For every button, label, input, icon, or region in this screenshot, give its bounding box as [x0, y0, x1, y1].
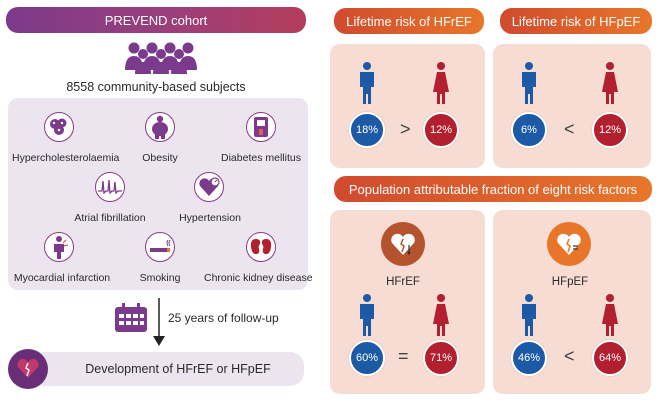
hfpef-lifetime-male-value: 6%: [511, 112, 547, 148]
lifetime-hfref-title: Lifetime risk of HFrEF: [346, 13, 472, 29]
risk-factor-label: Hypercholesterolaemia: [12, 152, 120, 164]
lifetime-hfpef-title: Lifetime risk of HFpEF: [511, 13, 641, 29]
hfref-paf-male-value: 60%: [349, 340, 385, 376]
hfpef-paf-female-value: 64%: [592, 340, 628, 376]
hfpef-lifetime-female-value: 12%: [592, 112, 628, 148]
risk-factor-label: Myocardial infarction: [13, 272, 111, 284]
hfref-lifetime-comparison: >: [400, 119, 411, 139]
risk-factor-label: Atrial fibrillation: [74, 212, 146, 224]
risk-factor-label: Obesity: [142, 152, 178, 164]
hfref-paf-female-value: 71%: [423, 340, 459, 376]
followup-label: 25 years of follow-up: [168, 311, 279, 325]
female-figure-icon: [602, 62, 618, 104]
hfpef-paf-comparison: <: [564, 346, 575, 366]
paf-banner: Population attributable fraction of eigh…: [334, 176, 652, 202]
cholesterol-icon: [44, 112, 74, 142]
female-figure-icon: [602, 294, 618, 336]
male-figure-icon: [360, 62, 374, 104]
people-group-icon: [125, 42, 197, 74]
risk-factor-label: Hypertension: [179, 212, 241, 224]
lifetime-hfref-banner: Lifetime risk of HFrEF: [334, 8, 484, 34]
hfpef-heart-icon: [547, 222, 591, 266]
kidney-icon: [246, 232, 276, 262]
hfref-lifetime-male-value: 18%: [349, 112, 385, 148]
female-figure-icon: [433, 294, 449, 336]
broken-heart-icon: [8, 349, 48, 389]
chest-pain-icon: [44, 232, 74, 262]
glucose-meter-icon: [246, 112, 276, 142]
risk-factor-label: Chronic kidney disease: [204, 272, 313, 284]
risk-factor-label: Diabetes mellitus: [221, 152, 301, 164]
female-figure-icon: [433, 62, 449, 104]
hfref-paf-comparison: =: [398, 346, 409, 366]
hfpef-paf-male-value: 46%: [511, 340, 547, 376]
hfref-lifetime-female-value: 12%: [423, 112, 459, 148]
calendar-icon: [115, 303, 147, 332]
paf-hfpef-label: HFpEF: [551, 276, 589, 288]
outcome-label: Development of HFrEF or HFpEF: [85, 362, 271, 376]
subjects-count: 8558 community-based subjects: [66, 80, 246, 94]
paf-hfref-label: HFrEF: [386, 276, 420, 288]
cohort-banner-label: PREVEND cohort: [104, 12, 208, 28]
ecg-icon: [95, 172, 125, 202]
down-arrow-icon: [153, 298, 165, 346]
male-figure-icon: [522, 294, 536, 336]
paf-banner-label: Population attributable fraction of eigh…: [348, 181, 638, 197]
risk-factor-label: Smoking: [139, 272, 181, 284]
male-figure-icon: [360, 294, 374, 336]
outcome-panel: [30, 352, 304, 386]
hfref-heart-icon: [381, 222, 425, 266]
hfpef-lifetime-comparison: <: [564, 119, 575, 139]
lifetime-hfpef-panel: [493, 44, 651, 168]
cigarette-icon: [145, 232, 175, 262]
blood-pressure-icon: [194, 172, 224, 202]
male-figure-icon: [522, 62, 536, 104]
lifetime-hfref-panel: [330, 44, 485, 168]
lifetime-hfpef-banner: Lifetime risk of HFpEF: [500, 8, 652, 34]
obesity-icon: [145, 112, 175, 142]
cohort-banner: PREVEND cohort: [6, 7, 306, 33]
